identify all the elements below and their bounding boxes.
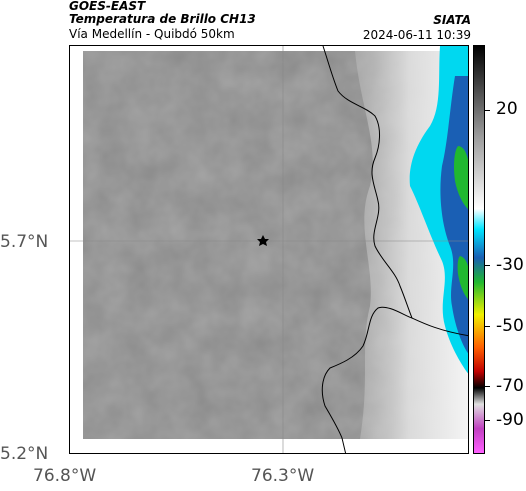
colorbar-tick [485, 110, 490, 111]
cold-cloud-green-north [454, 146, 468, 210]
timestamp-label: 2024-06-11 10:39 [362, 28, 471, 42]
colorbar-label-minus70: -70 [496, 376, 524, 396]
colorbar-label-20: 20 [496, 99, 518, 119]
location-star-icon [257, 235, 269, 246]
colorbar-label-minus50: -50 [496, 316, 524, 336]
lat-tick-5.7: 5.7°N [0, 232, 49, 252]
cold-cloud-green-south [457, 256, 468, 300]
satellite-map [69, 45, 469, 454]
colorbar-tick [485, 386, 490, 387]
organization-label: SIATA [433, 13, 471, 27]
department-border-east [411, 317, 468, 337]
colorbar-gradient [474, 46, 484, 453]
colorbar-tick [485, 420, 490, 421]
colorbar-label-minus90: -90 [496, 410, 524, 430]
temperature-colorbar [473, 45, 485, 454]
satellite-title: GOES-EAST [69, 0, 146, 13]
lon-tick-76.3: 76.3°W [251, 466, 315, 486]
colorbar-tick [485, 265, 490, 266]
product-title: Temperatura de Brillo CH13 [69, 12, 256, 26]
lon-tick-76.8: 76.8°W [33, 466, 97, 486]
lat-tick-5.2: 5.2°N [0, 444, 49, 464]
region-subtitle: Vía Medellín - Quibdó 50km [69, 27, 235, 41]
department-border [321, 46, 413, 453]
colorbar-label-minus30: -30 [496, 255, 524, 275]
colorbar-tick [485, 326, 490, 327]
map-canvas [70, 46, 468, 453]
